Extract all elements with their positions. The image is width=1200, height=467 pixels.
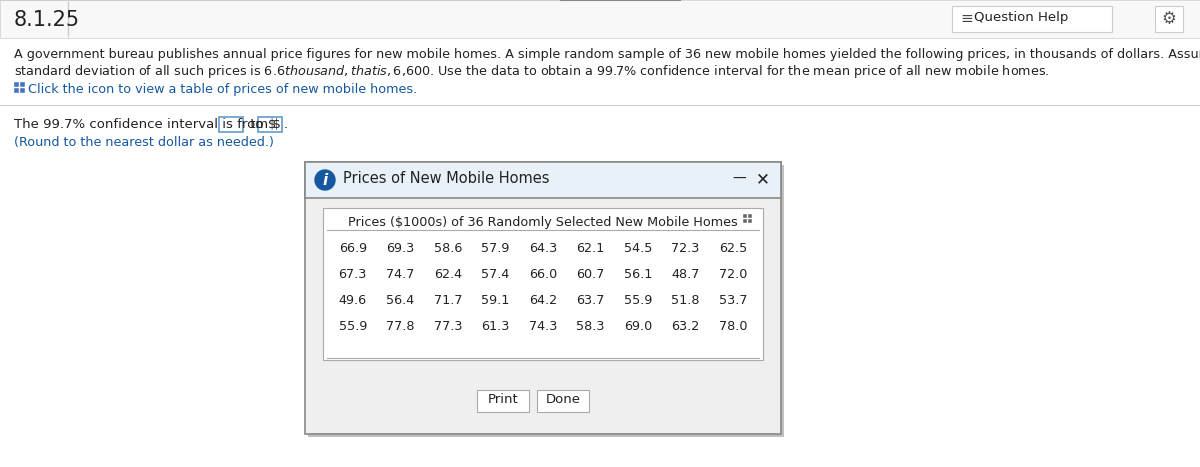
Text: Prices of New Mobile Homes: Prices of New Mobile Homes: [343, 171, 550, 186]
Text: 55.9: 55.9: [624, 294, 653, 307]
Text: 64.2: 64.2: [529, 294, 557, 307]
Text: 60.7: 60.7: [576, 268, 605, 281]
Text: 54.5: 54.5: [624, 242, 653, 255]
Text: 62.4: 62.4: [434, 268, 462, 281]
Text: (Round to the nearest dollar as needed.): (Round to the nearest dollar as needed.): [14, 136, 274, 149]
Text: —: —: [732, 172, 746, 186]
Bar: [743, 219, 746, 223]
Circle shape: [314, 170, 335, 190]
Text: 62.5: 62.5: [719, 242, 748, 255]
Text: 74.3: 74.3: [529, 320, 557, 333]
Text: i: i: [323, 173, 328, 188]
Text: to $: to $: [246, 118, 276, 131]
Bar: [538, 390, 589, 412]
Text: 63.2: 63.2: [672, 320, 700, 333]
Text: 57.9: 57.9: [481, 242, 510, 255]
Text: Question Help: Question Help: [974, 11, 1068, 24]
Bar: [0, 0, 1200, 38]
Text: 51.8: 51.8: [672, 294, 700, 307]
Text: 57.4: 57.4: [481, 268, 510, 281]
Text: Print: Print: [487, 393, 518, 406]
Text: 63.7: 63.7: [576, 294, 605, 307]
Bar: [305, 162, 781, 198]
Text: 66.9: 66.9: [338, 242, 367, 255]
Text: 77.3: 77.3: [433, 320, 462, 333]
Text: 71.7: 71.7: [433, 294, 462, 307]
Bar: [308, 165, 784, 437]
Text: 56.1: 56.1: [624, 268, 653, 281]
Text: 8.1.25: 8.1.25: [14, 10, 80, 30]
Text: 69.0: 69.0: [624, 320, 653, 333]
Text: 59.1: 59.1: [481, 294, 510, 307]
Text: 72.0: 72.0: [719, 268, 748, 281]
Text: 69.3: 69.3: [386, 242, 414, 255]
Text: 64.3: 64.3: [529, 242, 557, 255]
Text: 77.8: 77.8: [386, 320, 414, 333]
Text: A government bureau publishes annual price figures for new mobile homes. A simpl: A government bureau publishes annual pri…: [14, 48, 1200, 61]
Text: 58.3: 58.3: [576, 320, 605, 333]
Text: .: .: [284, 118, 288, 131]
Text: 61.3: 61.3: [481, 320, 510, 333]
Bar: [20, 82, 25, 87]
Bar: [323, 208, 763, 360]
Bar: [14, 88, 19, 93]
Bar: [14, 82, 19, 87]
Text: 78.0: 78.0: [719, 320, 748, 333]
Text: 53.7: 53.7: [719, 294, 748, 307]
Text: ⚙: ⚙: [1162, 10, 1176, 28]
Text: 67.3: 67.3: [338, 268, 367, 281]
Bar: [743, 214, 746, 218]
Text: 48.7: 48.7: [672, 268, 700, 281]
Text: The 99.7% confidence interval is from $: The 99.7% confidence interval is from $: [14, 118, 281, 131]
Text: Done: Done: [546, 393, 581, 406]
Text: 55.9: 55.9: [338, 320, 367, 333]
Bar: [305, 162, 781, 434]
Bar: [478, 390, 529, 412]
Bar: [20, 88, 25, 93]
Bar: [952, 6, 1112, 32]
Bar: [220, 117, 242, 132]
Text: 49.6: 49.6: [338, 294, 367, 307]
Text: 62.1: 62.1: [576, 242, 605, 255]
Bar: [748, 214, 752, 218]
Text: 66.0: 66.0: [529, 268, 557, 281]
Bar: [258, 117, 282, 132]
Bar: [748, 219, 752, 223]
Text: ≡: ≡: [960, 11, 973, 26]
Text: 58.6: 58.6: [433, 242, 462, 255]
Text: 74.7: 74.7: [386, 268, 414, 281]
Text: standard deviation of all such prices is $6.6 thousand, that is, $6,600. Use the: standard deviation of all such prices is…: [14, 63, 1050, 80]
Text: Prices ($1000s) of 36 Randomly Selected New Mobile Homes: Prices ($1000s) of 36 Randomly Selected …: [348, 216, 738, 229]
Text: 72.3: 72.3: [672, 242, 700, 255]
Text: Click the icon to view a table of prices of new mobile homes.: Click the icon to view a table of prices…: [28, 83, 418, 96]
Text: ✕: ✕: [756, 170, 770, 188]
Text: 56.4: 56.4: [386, 294, 414, 307]
Bar: [1154, 6, 1183, 32]
